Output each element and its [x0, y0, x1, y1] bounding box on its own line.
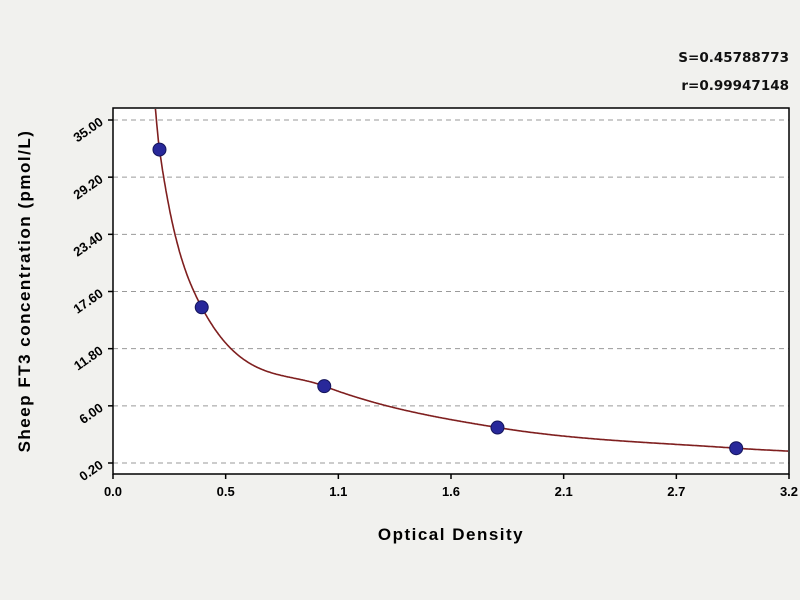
- x-tick-label: 0.5: [217, 484, 235, 499]
- y-axis-title: Sheep FT3 concentration (pmol/L): [15, 130, 34, 453]
- y-tick-label: 23.40: [70, 229, 105, 260]
- data-point: [490, 420, 505, 435]
- y-tick-label: 0.20: [76, 457, 105, 484]
- fitted-curve: [154, 109, 788, 452]
- data-point: [317, 379, 332, 394]
- plot-render-layer: 0.20 6.00 11.80 17.60 23.40 29.20 35.00 0.0 0.5 1…: [70, 107, 798, 499]
- data-point: [152, 142, 167, 157]
- x-tick-label: 3.2: [780, 484, 798, 499]
- y-tick-label: 35.00: [70, 114, 105, 145]
- x-tick-label: 1.1: [329, 484, 347, 499]
- fit-r-annotation: r=0.99947148: [681, 78, 789, 94]
- x-tick-label: 0.0: [104, 484, 122, 499]
- x-tick-label: 2.1: [555, 484, 573, 499]
- y-tick-label: 17.60: [70, 286, 105, 317]
- fit-s-annotation: S=0.45788773: [678, 50, 789, 66]
- y-tick-label: 29.20: [70, 171, 105, 202]
- data-point: [729, 441, 744, 456]
- data-point: [194, 300, 209, 315]
- x-tick-label: 1.6: [442, 484, 460, 499]
- x-axis-title: Optical Density: [378, 525, 524, 544]
- y-tick-label: 6.00: [76, 400, 105, 427]
- y-tick-label: 11.80: [71, 343, 106, 374]
- x-tick-label: 2.7: [667, 484, 685, 499]
